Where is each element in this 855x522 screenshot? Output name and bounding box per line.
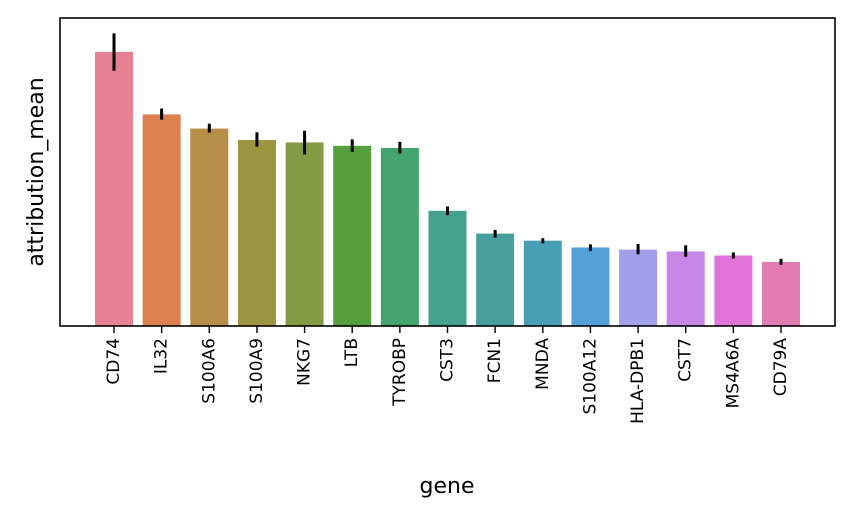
x-tick-label: LTB (342, 338, 362, 367)
x-tick-label: TYROBP (390, 338, 410, 407)
x-axis-label: gene (420, 474, 475, 499)
bar-s100a9 (237, 139, 276, 326)
x-tick-label: FCN1 (485, 338, 505, 383)
x-tick-label: MNDA (533, 338, 553, 390)
x-tick-label: S100A12 (580, 338, 600, 415)
bar-cst7 (666, 251, 705, 326)
x-tick-label: CD74 (104, 338, 124, 385)
x-tick-label: S100A6 (199, 338, 219, 404)
bar-il32 (142, 114, 181, 327)
x-tick-label: IL32 (152, 338, 172, 374)
bar-s100a6 (190, 128, 229, 326)
bar-cd79a (762, 261, 800, 326)
bar-ltb (333, 145, 372, 326)
x-tick-label: CST3 (438, 338, 458, 382)
bar-cd74 (95, 51, 133, 326)
bar-s100a12 (571, 247, 610, 326)
x-axis: CD74 IL32 S100A6 S100A9 NKG7 LTB TYROBP CST3 FCN… (104, 326, 791, 424)
x-tick-label: S100A9 (247, 338, 267, 404)
x-tick-label: HLA-DPB1 (628, 338, 648, 424)
bar-cst3 (428, 210, 467, 326)
x-tick-label: MS4A6A (723, 338, 743, 409)
bar-fcn1 (476, 233, 515, 326)
x-tick-label: CD79A (771, 338, 791, 397)
x-tick-label: NKG7 (295, 338, 315, 386)
bar-mnda (523, 240, 562, 326)
error-bars-layer (112, 33, 783, 265)
bar-tyrobp (380, 147, 419, 326)
x-tick-label: CST7 (676, 338, 696, 382)
bar-nkg7 (285, 142, 324, 326)
bar-ms4a6a (714, 255, 753, 326)
bars-layer (95, 51, 800, 327)
bar-hla-dpb1 (619, 249, 658, 326)
y-axis-label: attribution_mean (24, 77, 49, 266)
